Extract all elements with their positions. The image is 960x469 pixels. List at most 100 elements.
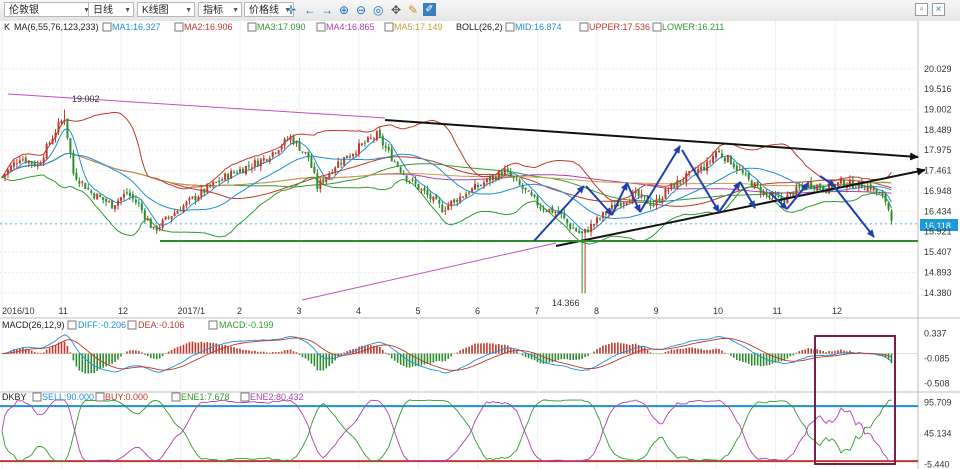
legend-checkbox[interactable]: [579, 22, 589, 32]
candle-body: [310, 157, 313, 168]
candle-body: [206, 184, 209, 193]
legend-checkbox[interactable]: [505, 22, 515, 32]
candle-body: [227, 174, 230, 179]
legend-checkbox[interactable]: [127, 320, 137, 330]
candle-body: [854, 187, 857, 189]
indicator-select[interactable]: 指标 ▼: [198, 2, 242, 17]
candle-body: [247, 165, 250, 167]
close-window-icon[interactable]: ×: [932, 3, 945, 16]
candle-body: [503, 168, 506, 176]
candle-body: [117, 200, 120, 206]
legend-sell: SELL:90.000: [42, 392, 94, 402]
arrow-right-icon[interactable]: →: [321, 3, 333, 17]
candle-body: [450, 200, 453, 207]
candle-body: [706, 161, 709, 171]
legend-checkbox[interactable]: [384, 22, 394, 32]
candle-body: [848, 179, 851, 186]
wave-arrow: [786, 182, 809, 210]
candle-body: [343, 157, 346, 166]
legend-checkbox[interactable]: [67, 320, 77, 330]
candle-body: [33, 162, 36, 167]
chevron-down-icon: ▼: [83, 7, 90, 14]
wave-arrows: [533, 145, 875, 242]
candle-body: [438, 200, 441, 204]
candle-body: [75, 172, 78, 180]
candle-body: [319, 180, 322, 189]
candle-body: [652, 204, 655, 207]
candle-body: [500, 171, 503, 176]
pan-icon[interactable]: ✥: [391, 3, 402, 17]
legend-checkbox[interactable]: [652, 22, 662, 32]
candle-body: [131, 194, 134, 199]
candle-body: [399, 167, 402, 173]
time-tick-label: 7: [535, 306, 540, 316]
candle-body: [670, 183, 673, 189]
zoom-in-icon[interactable]: ⊕: [339, 3, 350, 17]
crosshair-icon[interactable]: ✛: [286, 3, 297, 17]
legend-checkbox[interactable]: [247, 22, 257, 32]
candle-body: [465, 194, 468, 198]
zoom-out-icon[interactable]: ⊖: [356, 3, 367, 17]
instrument-select[interactable]: 伦敦银 ▼: [4, 2, 93, 17]
candle-body: [244, 166, 247, 175]
draw-tool-icon[interactable]: ✐: [423, 3, 436, 16]
candle-body: [685, 172, 688, 183]
candle-body: [69, 138, 72, 154]
macd-panel: 0.337 -0.085 -0.508: [0, 329, 950, 389]
period-select-value: 日线: [93, 5, 113, 16]
dkby-ene2-line: [1, 399, 892, 462]
candle-body: [188, 198, 191, 201]
wave-arrow: [585, 185, 613, 216]
legend-checkbox[interactable]: [240, 392, 250, 402]
legend-ma2: MA2:16.906: [184, 22, 233, 32]
time-tick-label: 5: [416, 306, 421, 316]
candle-body: [717, 150, 720, 153]
restore-window-icon[interactable]: ▫: [915, 3, 928, 16]
candle-body: [384, 146, 387, 148]
price-line-select[interactable]: 价格线 ▼: [244, 2, 294, 17]
legend-diff: DIFF:-0.206: [78, 320, 126, 330]
candle-body: [792, 193, 795, 197]
wave-arrow: [639, 145, 681, 213]
candle-body: [161, 219, 164, 229]
legend-checkbox[interactable]: [32, 392, 42, 402]
legend-checkbox[interactable]: [174, 22, 184, 32]
chart-type-select[interactable]: K线图 ▼: [137, 2, 195, 17]
chevron-down-icon: ▼: [232, 7, 239, 14]
candle-body: [155, 226, 158, 231]
candle-body: [402, 173, 405, 175]
candle-body: [426, 190, 429, 195]
time-tick-label: 11: [59, 306, 68, 316]
candle-body: [78, 180, 81, 184]
candle-body: [173, 212, 176, 217]
legend-ma1: MA1:16.327: [112, 22, 161, 32]
candle-body: [36, 164, 39, 167]
candle-body: [271, 151, 274, 157]
legend-checkbox[interactable]: [95, 392, 105, 402]
candle-body: [12, 162, 15, 167]
candle-body: [158, 226, 161, 230]
pencil-icon[interactable]: ✎: [408, 3, 419, 17]
candle-body: [277, 150, 280, 154]
candle-body: [182, 205, 185, 213]
candle-body: [456, 199, 459, 203]
legend-checkbox[interactable]: [171, 392, 181, 402]
arrow-left-icon[interactable]: ←: [304, 3, 316, 17]
legend-checkbox[interactable]: [316, 22, 326, 32]
candle-body: [375, 131, 378, 140]
candle-body: [203, 188, 206, 193]
period-select[interactable]: 日线 ▼: [88, 2, 134, 17]
time-tick-label: 3: [297, 306, 302, 316]
legend-mid: MID:16.874: [515, 22, 562, 32]
candle-body: [292, 136, 295, 145]
reset-view-icon[interactable]: ◎: [373, 3, 384, 17]
candle-body: [590, 224, 593, 233]
candle-body: [185, 201, 188, 206]
candle-body: [87, 188, 90, 190]
time-tick-label: 2017/1: [178, 306, 206, 316]
legend-checkbox[interactable]: [208, 320, 218, 330]
candle-body: [134, 199, 137, 203]
legend-checkbox[interactable]: [102, 22, 112, 32]
grid: [0, 21, 918, 469]
